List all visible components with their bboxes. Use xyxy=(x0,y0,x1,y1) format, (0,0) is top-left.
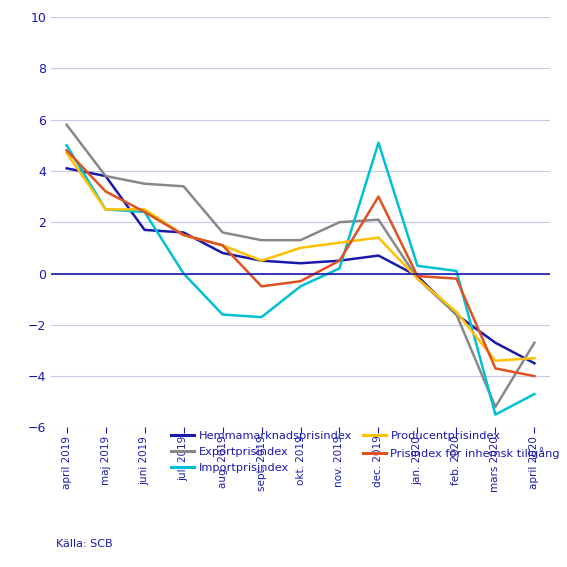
Importprisindex xyxy=(219,311,226,318)
Prisindex för inhemsk tillgång xyxy=(297,278,304,285)
Importprisindex xyxy=(414,263,421,269)
Line: Exportprisindex: Exportprisindex xyxy=(67,125,534,407)
Legend: Hemmamarknadsprisindex, Exportprisindex, Importprisindex, Producentprisindex, Pr: Hemmamarknadsprisindex, Exportprisindex,… xyxy=(167,427,565,477)
Hemmamarknadsprisindex xyxy=(375,252,382,259)
Hemmamarknadsprisindex xyxy=(219,249,226,256)
Hemmamarknadsprisindex xyxy=(297,260,304,266)
Producentprisindex xyxy=(180,232,187,239)
Importprisindex xyxy=(453,268,460,274)
Exportprisindex xyxy=(492,404,499,411)
Prisindex för inhemsk tillgång xyxy=(414,273,421,280)
Hemmamarknadsprisindex xyxy=(63,165,70,172)
Hemmamarknadsprisindex xyxy=(492,340,499,346)
Producentprisindex xyxy=(141,206,148,213)
Importprisindex xyxy=(492,411,499,418)
Hemmamarknadsprisindex xyxy=(180,229,187,236)
Importprisindex xyxy=(63,142,70,149)
Exportprisindex xyxy=(375,216,382,223)
Producentprisindex xyxy=(375,234,382,241)
Producentprisindex xyxy=(102,206,109,213)
Hemmamarknadsprisindex xyxy=(531,360,538,367)
Producentprisindex xyxy=(336,239,343,246)
Prisindex för inhemsk tillgång xyxy=(336,257,343,264)
Text: Källa: SCB: Källa: SCB xyxy=(56,539,113,549)
Producentprisindex xyxy=(297,244,304,251)
Hemmamarknadsprisindex xyxy=(453,311,460,318)
Hemmamarknadsprisindex xyxy=(414,273,421,280)
Hemmamarknadsprisindex xyxy=(258,257,265,264)
Prisindex för inhemsk tillgång xyxy=(102,188,109,195)
Producentprisindex xyxy=(258,257,265,264)
Exportprisindex xyxy=(180,183,187,190)
Exportprisindex xyxy=(336,219,343,226)
Importprisindex xyxy=(180,270,187,277)
Prisindex för inhemsk tillgång xyxy=(141,209,148,215)
Producentprisindex xyxy=(492,357,499,364)
Importprisindex xyxy=(258,314,265,320)
Importprisindex xyxy=(336,265,343,272)
Prisindex för inhemsk tillgång xyxy=(453,275,460,282)
Exportprisindex xyxy=(531,340,538,346)
Producentprisindex xyxy=(531,355,538,362)
Importprisindex xyxy=(102,206,109,213)
Prisindex för inhemsk tillgång xyxy=(219,242,226,249)
Prisindex för inhemsk tillgång xyxy=(375,193,382,200)
Exportprisindex xyxy=(258,237,265,244)
Line: Producentprisindex: Producentprisindex xyxy=(67,153,534,361)
Prisindex för inhemsk tillgång xyxy=(63,147,70,154)
Hemmamarknadsprisindex xyxy=(102,172,109,179)
Importprisindex xyxy=(375,139,382,146)
Exportprisindex xyxy=(219,229,226,236)
Producentprisindex xyxy=(453,308,460,315)
Line: Hemmamarknadsprisindex: Hemmamarknadsprisindex xyxy=(67,168,534,363)
Prisindex för inhemsk tillgång xyxy=(180,232,187,239)
Prisindex för inhemsk tillgång xyxy=(492,365,499,372)
Producentprisindex xyxy=(63,150,70,156)
Importprisindex xyxy=(297,283,304,290)
Hemmamarknadsprisindex xyxy=(336,257,343,264)
Hemmamarknadsprisindex xyxy=(141,226,148,233)
Line: Prisindex för inhemsk tillgång: Prisindex för inhemsk tillgång xyxy=(67,150,534,376)
Exportprisindex xyxy=(63,121,70,128)
Line: Importprisindex: Importprisindex xyxy=(67,143,534,414)
Prisindex för inhemsk tillgång xyxy=(258,283,265,290)
Exportprisindex xyxy=(414,275,421,282)
Exportprisindex xyxy=(297,237,304,244)
Prisindex för inhemsk tillgång xyxy=(531,373,538,379)
Exportprisindex xyxy=(453,311,460,318)
Exportprisindex xyxy=(141,180,148,187)
Producentprisindex xyxy=(219,242,226,249)
Producentprisindex xyxy=(414,275,421,282)
Exportprisindex xyxy=(102,172,109,179)
Importprisindex xyxy=(531,391,538,397)
Importprisindex xyxy=(141,209,148,215)
